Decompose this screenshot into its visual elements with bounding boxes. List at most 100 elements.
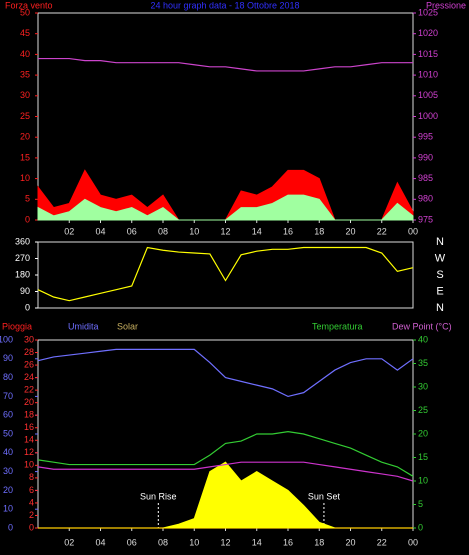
x-tick-label: 08 [158,226,168,236]
y-tick-label: 1020 [418,28,438,38]
y-tick-label: 35 [418,358,428,368]
y-tick-label: 10 [418,475,428,485]
x-tick-label: 06 [127,226,137,236]
y-tick-label: 15 [20,152,30,162]
y-tick-label: 20 [3,485,13,495]
y-tick-label: 995 [418,132,433,142]
y-tick-label: 24 [24,372,34,382]
dewpoint-label: Dew Point (°C) [392,321,452,331]
y-tick-label: 1015 [418,49,438,59]
x-tick-label: 02 [64,226,74,236]
line [37,348,414,398]
chart-title: 24 hour graph data - 18 Ottobre 2018 [150,0,299,10]
y-tick-label: 60 [3,410,13,420]
y-tick-label: 35 [20,69,30,79]
y-tick-label: 70 [3,391,13,401]
y-tick-label: 30 [3,466,13,476]
y-tick-label: 0 [25,302,30,312]
y-tick-label: 8 [29,472,34,482]
x-tick-label: 12 [220,226,230,236]
x-tick-label: 16 [283,226,293,236]
annotation: Sun Set [308,491,341,501]
rain-label: Pioggia [2,321,32,331]
y-tick-label: 50 [3,428,13,438]
x-tick-label: 08 [158,537,168,547]
y-tick-label: 16 [24,422,34,432]
x-tick-label: 06 [127,537,137,547]
y-tick-label: 10 [3,504,13,514]
x-tick-label: 04 [95,537,105,547]
y-tick-label: 25 [418,405,428,415]
x-tick-label: 20 [345,226,355,236]
x-tick-label: 12 [220,537,230,547]
y-tick-label: 985 [418,173,433,183]
line [37,461,414,482]
y-tick-label: 30 [418,381,428,391]
y-tick-label: 100 [0,334,13,344]
y-tick-label: 5 [25,194,30,204]
y-tick-label: 45 [20,28,30,38]
y-tick-label: 40 [20,49,30,59]
humidity-label: Umidita [68,321,99,331]
temperature-label: Temperatura [312,321,363,331]
line [37,431,414,477]
y-tick-label: 10 [20,173,30,183]
y-tick-label: 360 [15,236,30,246]
x-tick-label: 10 [189,226,199,236]
y-tick-label: 0 [29,522,34,532]
x-tick-label: 18 [314,537,324,547]
x-tick-label: 22 [377,537,387,547]
line [37,246,414,302]
line [38,57,413,72]
y-tick-label: 50 [20,7,30,17]
plot-frame [37,241,414,309]
y-tick-label: 20 [24,397,34,407]
y-tick-label: 0 [418,522,423,532]
compass-label: W [435,252,446,264]
y-tick-label: 10 [24,460,34,470]
y-tick-label: 975 [418,214,433,224]
x-tick-label: 14 [252,226,262,236]
y-tick-label: 2 [29,510,34,520]
y-tick-label: 5 [418,499,423,509]
wind-label: Forza vento [5,0,53,10]
y-tick-label: 40 [3,447,13,457]
x-tick-label: 00 [408,537,418,547]
solar-label: Solar [117,321,138,331]
y-tick-label: 30 [20,90,30,100]
pressure-label: Pressione [426,0,466,10]
y-tick-label: 20 [418,428,428,438]
area [38,461,413,529]
y-tick-label: 990 [418,152,433,162]
y-tick-label: 6 [29,485,34,495]
annotation: Sun Rise [140,491,177,501]
y-tick-label: 80 [3,372,13,382]
y-tick-label: 0 [25,214,30,224]
y-tick-label: 1025 [418,7,438,17]
x-tick-label: 04 [95,226,105,236]
x-tick-label: 14 [252,537,262,547]
y-tick-label: 15 [418,452,428,462]
x-tick-label: 02 [64,537,74,547]
compass-label: E [436,285,443,297]
y-tick-label: 4 [29,497,34,507]
y-tick-label: 14 [24,435,34,445]
compass-label: N [436,302,444,314]
y-tick-label: 1005 [418,90,438,100]
x-tick-label: 10 [189,537,199,547]
y-tick-label: 25 [20,111,30,121]
area [37,194,414,221]
compass-label: N [436,236,444,248]
y-tick-label: 18 [24,410,34,420]
x-tick-label: 22 [377,226,387,236]
y-tick-label: 90 [20,286,30,296]
y-tick-label: 0 [8,522,13,532]
y-tick-label: 20 [20,132,30,142]
x-tick-label: 16 [283,537,293,547]
y-tick-label: 40 [418,334,428,344]
y-tick-label: 12 [24,447,34,457]
x-tick-label: 18 [314,226,324,236]
y-tick-label: 26 [24,359,34,369]
compass-label: S [436,269,443,281]
x-tick-label: 00 [408,226,418,236]
